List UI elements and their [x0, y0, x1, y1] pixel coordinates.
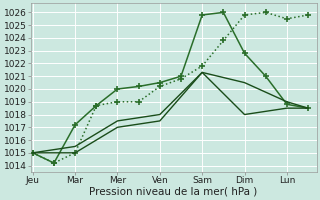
X-axis label: Pression niveau de la mer( hPa ): Pression niveau de la mer( hPa ): [90, 187, 258, 197]
